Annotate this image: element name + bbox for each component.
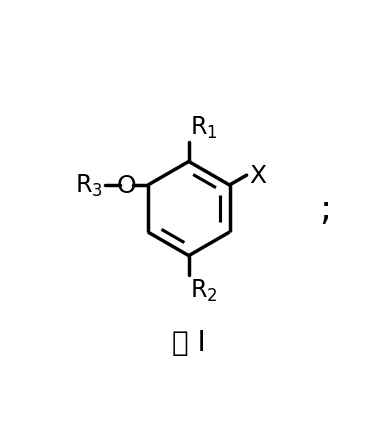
Text: R$_3$: R$_3$	[75, 173, 103, 199]
Text: 式 I: 式 I	[172, 328, 206, 357]
Text: ;: ;	[319, 192, 332, 226]
Text: R$_1$: R$_1$	[190, 115, 218, 141]
Text: R$_2$: R$_2$	[190, 277, 218, 303]
Text: X: X	[249, 164, 266, 188]
Text: O: O	[116, 173, 136, 198]
